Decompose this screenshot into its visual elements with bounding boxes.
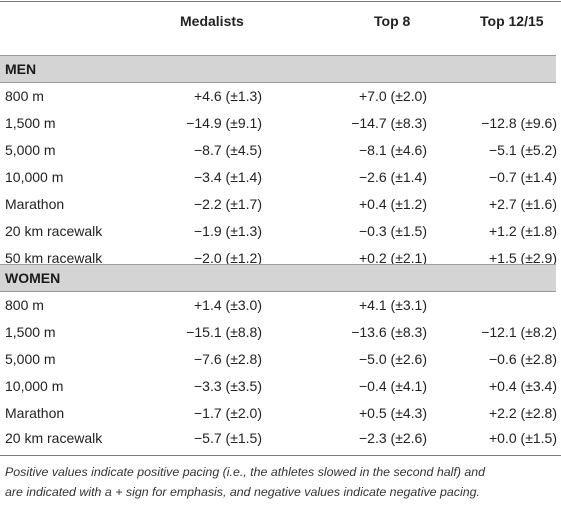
table-row: 5,000 m −7.6 (±2.8) −5.0 (±2.6) −0.6 (±2… bbox=[0, 345, 561, 373]
event-label: 800 m bbox=[5, 297, 44, 313]
medalists-value: −2.0 (±1.2) bbox=[194, 250, 262, 266]
top1215-value: +0.0 (±1.5) bbox=[489, 430, 557, 446]
table-row: 800 m +1.4 (±3.0) +4.1 (±3.1) bbox=[0, 291, 561, 319]
top1215-value: +0.4 (±3.4) bbox=[489, 378, 557, 394]
top1215-value: −0.7 (±1.4) bbox=[489, 169, 557, 185]
top1215-value: −12.8 (±9.6) bbox=[481, 115, 557, 131]
table-header: Medalists Top 8 Top 12/15 bbox=[0, 7, 561, 35]
top8-value: −2.3 (±2.6) bbox=[359, 430, 427, 446]
event-label: 20 km racewalk bbox=[5, 223, 103, 239]
section-title-men: MEN bbox=[5, 61, 37, 77]
event-label: Marathon bbox=[5, 196, 65, 212]
column-header-top8: Top 8 bbox=[374, 13, 411, 29]
top8-value: +0.2 (±2.1) bbox=[359, 250, 427, 266]
medalists-value: −5.7 (±1.5) bbox=[194, 430, 262, 446]
medalists-value: −2.2 (±1.7) bbox=[194, 196, 262, 212]
table-row: 50 km racewalk −2.0 (±1.2) +0.2 (±2.1) +… bbox=[0, 244, 561, 272]
top1215-value: +1.2 (±1.8) bbox=[489, 223, 557, 239]
top8-value: −2.6 (±1.4) bbox=[359, 169, 427, 185]
medalists-value: −3.3 (±3.5) bbox=[194, 378, 262, 394]
table-row: 10,000 m −3.3 (±3.5) −0.4 (±4.1) +0.4 (±… bbox=[0, 372, 561, 400]
top8-value: +0.4 (±1.2) bbox=[359, 196, 427, 212]
top8-value: −0.4 (±4.1) bbox=[359, 378, 427, 394]
column-header-top1215: Top 12/15 bbox=[480, 13, 544, 29]
top8-value: −0.3 (±1.5) bbox=[359, 223, 427, 239]
medalists-value: −3.4 (±1.4) bbox=[194, 169, 262, 185]
medalists-value: −1.7 (±2.0) bbox=[194, 405, 262, 421]
table-row: 1,500 m −14.9 (±9.1) −14.7 (±8.3) −12.8 … bbox=[0, 109, 561, 137]
event-label: 10,000 m bbox=[5, 169, 64, 185]
table-row: 1,500 m −15.1 (±8.8) −13.6 (±8.3) −12.1 … bbox=[0, 318, 561, 346]
table-row: Marathon −2.2 (±1.7) +0.4 (±1.2) +2.7 (±… bbox=[0, 190, 561, 218]
footnote-line-2: are indicated with a + sign for emphasis… bbox=[5, 485, 480, 499]
section-title-women: WOMEN bbox=[5, 270, 61, 286]
top8-value: +7.0 (±2.0) bbox=[359, 88, 427, 104]
event-label: 10,000 m bbox=[5, 378, 64, 394]
table-footnote: Positive values indicate positive pacing… bbox=[5, 462, 557, 502]
table-row: 5,000 m −8.7 (±4.5) −8.1 (±4.6) −5.1 (±5… bbox=[0, 136, 561, 164]
column-header-medalists: Medalists bbox=[180, 13, 244, 29]
event-label: Marathon bbox=[5, 405, 65, 421]
top1215-value: −5.1 (±5.2) bbox=[489, 142, 557, 158]
section-header-women: WOMEN bbox=[0, 264, 556, 292]
event-label: 1,500 m bbox=[5, 115, 56, 131]
table-row: Marathon −1.7 (±2.0) +0.5 (±4.3) +2.2 (±… bbox=[0, 399, 561, 427]
top1215-value: −0.6 (±2.8) bbox=[489, 351, 557, 367]
medalists-value: −8.7 (±4.5) bbox=[194, 142, 262, 158]
medalists-value: −15.1 (±8.8) bbox=[186, 324, 262, 340]
event-label: 800 m bbox=[5, 88, 44, 104]
event-label: 50 km racewalk bbox=[5, 250, 103, 266]
event-label: 20 km racewalk bbox=[5, 430, 103, 446]
table-row: 20 km racewalk −5.7 (±1.5) −2.3 (±2.6) +… bbox=[0, 424, 561, 452]
section-header-men: MEN bbox=[0, 55, 556, 83]
medalists-value: −7.6 (±2.8) bbox=[194, 351, 262, 367]
top1215-value: +1.5 (±2.9) bbox=[489, 250, 557, 266]
top8-value: +0.5 (±4.3) bbox=[359, 405, 427, 421]
top1215-value: +2.7 (±1.6) bbox=[489, 196, 557, 212]
top-rule bbox=[0, 1, 561, 2]
top1215-value: +2.2 (±2.8) bbox=[489, 405, 557, 421]
top8-value: +4.1 (±3.1) bbox=[359, 297, 427, 313]
top8-value: −13.6 (±8.3) bbox=[351, 324, 427, 340]
top1215-value: −12.1 (±8.2) bbox=[481, 324, 557, 340]
medalists-value: −14.9 (±9.1) bbox=[186, 115, 262, 131]
event-label: 5,000 m bbox=[5, 351, 56, 367]
medalists-value: +1.4 (±3.0) bbox=[194, 297, 262, 313]
event-label: 1,500 m bbox=[5, 324, 56, 340]
medalists-value: +4.6 (±1.3) bbox=[194, 88, 262, 104]
top8-value: −8.1 (±4.6) bbox=[359, 142, 427, 158]
footer-rule bbox=[0, 455, 561, 456]
table-row: 10,000 m −3.4 (±1.4) −2.6 (±1.4) −0.7 (±… bbox=[0, 163, 561, 191]
table-row: 800 m +4.6 (±1.3) +7.0 (±2.0) bbox=[0, 82, 561, 110]
table-row: 20 km racewalk −1.9 (±1.3) −0.3 (±1.5) +… bbox=[0, 217, 561, 245]
top8-value: −5.0 (±2.6) bbox=[359, 351, 427, 367]
footnote-line-1: Positive values indicate positive pacing… bbox=[5, 465, 486, 479]
event-label: 5,000 m bbox=[5, 142, 56, 158]
medalists-value: −1.9 (±1.3) bbox=[194, 223, 262, 239]
top8-value: −14.7 (±8.3) bbox=[351, 115, 427, 131]
